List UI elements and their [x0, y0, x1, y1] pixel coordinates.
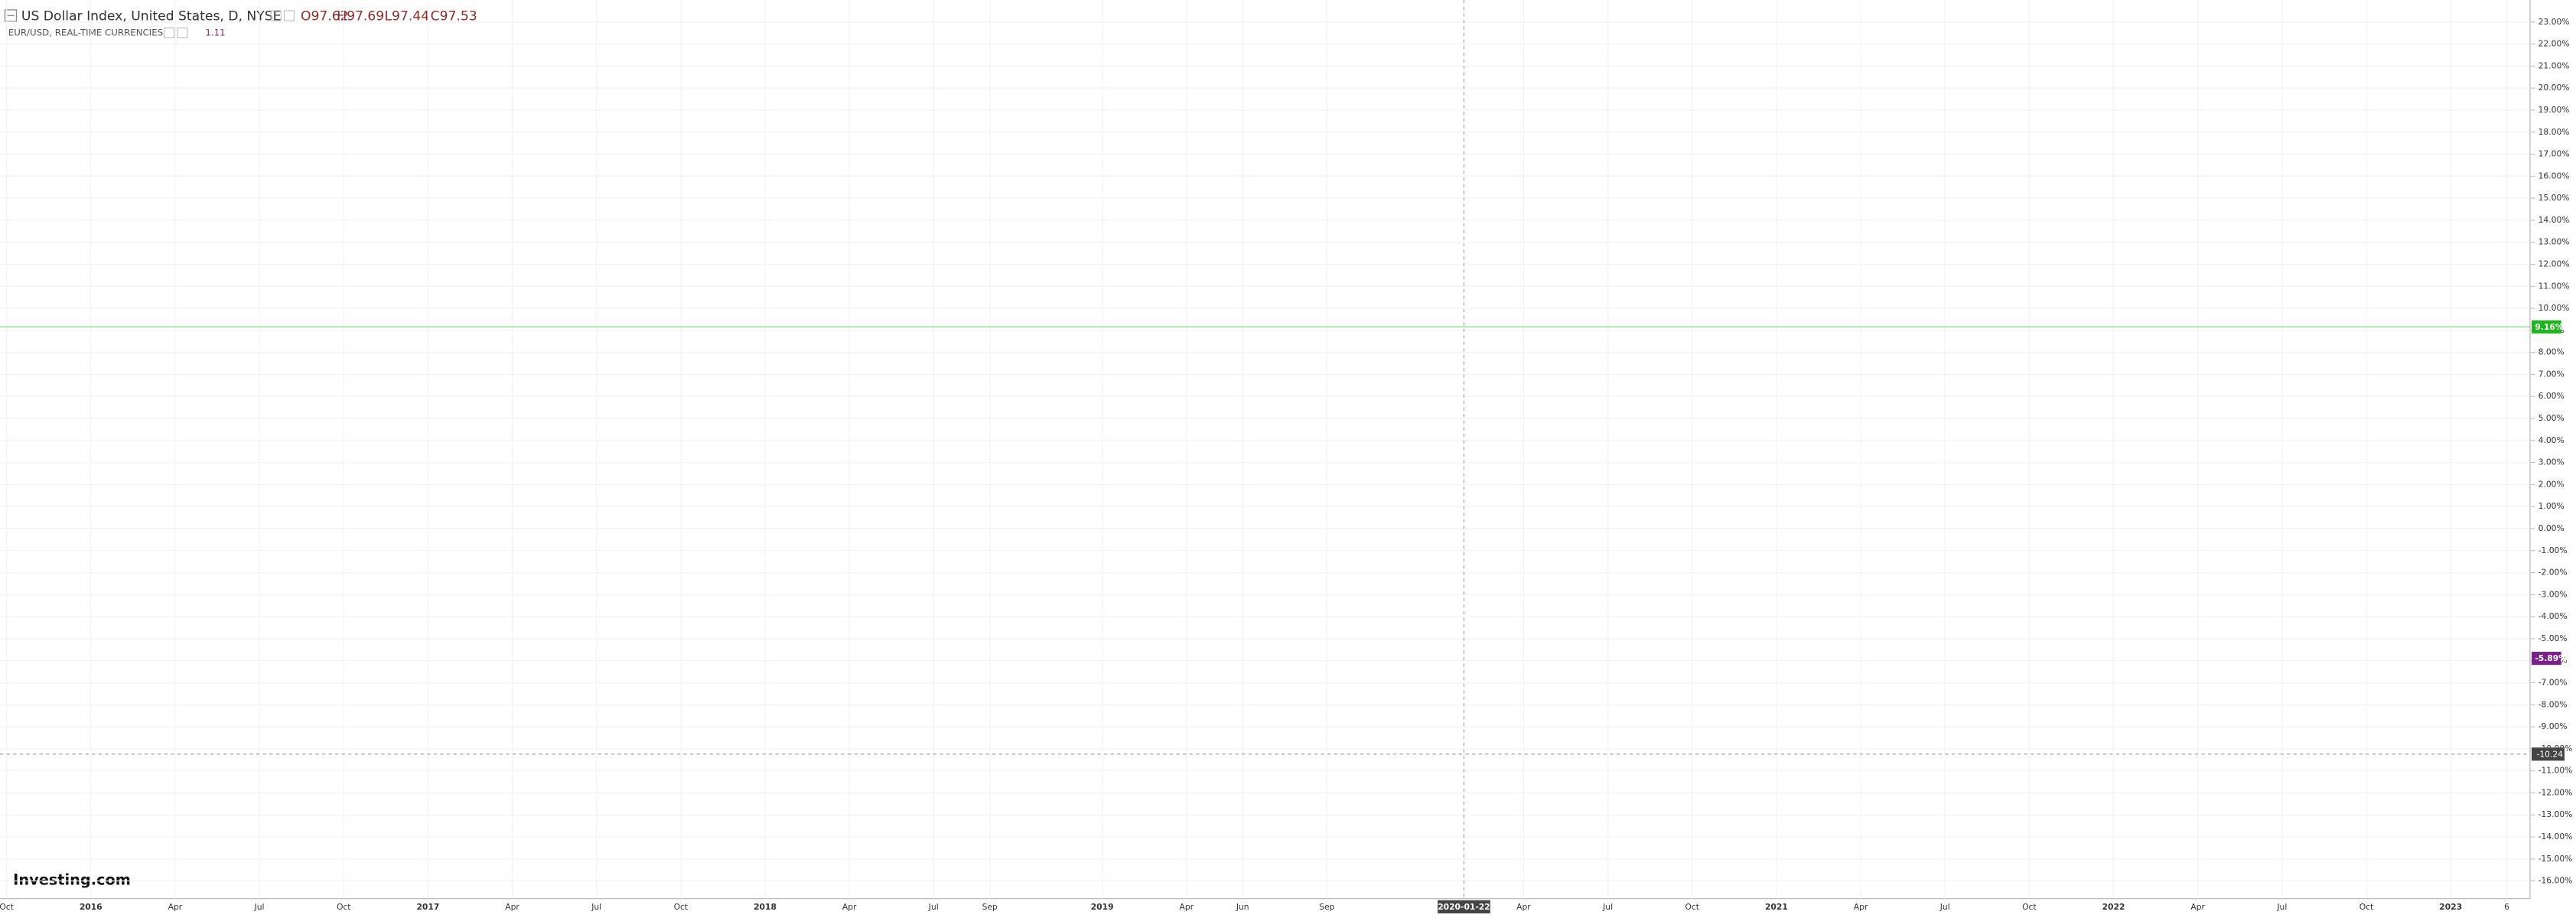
x-tick-label: Sep: [1319, 902, 1334, 912]
x-tick-label: Jun: [1236, 902, 1249, 912]
last-value-box: [2532, 320, 2561, 334]
x-tick-label: 2022: [2102, 902, 2125, 912]
y-tick-label: 16.00%: [2539, 171, 2570, 181]
y-tick-label: -5.00%: [2539, 633, 2568, 643]
y-tick-label: -2.00%: [2539, 568, 2568, 578]
close-icon[interactable]: [177, 28, 188, 38]
x-tick-label: Oct: [2359, 902, 2374, 912]
y-tick-label: 5.00%: [2539, 413, 2565, 423]
y-tick-label: -8.00%: [2539, 699, 2568, 709]
y-tick-label: 17.00%: [2539, 149, 2570, 159]
x-tick-label: 2017: [416, 902, 439, 912]
crosshair-date-label: 2020-01-22: [1438, 902, 1490, 912]
x-tick-label: Oct: [674, 902, 689, 912]
settings-icon[interactable]: [164, 28, 175, 38]
y-tick-label: -15.00%: [2539, 854, 2573, 864]
y-tick-label: -3.00%: [2539, 589, 2568, 599]
x-tick-label: Oct: [0, 902, 14, 912]
x-tick-label: Apr: [1516, 902, 1531, 912]
x-tick-label: Oct: [2022, 902, 2037, 912]
last-value-label: 9.16%: [2535, 322, 2563, 332]
x-tick-label: Apr: [1854, 902, 1868, 912]
y-tick-label: 7.00%: [2539, 369, 2565, 379]
y-tick-label: -9.00%: [2539, 721, 2568, 731]
x-tick-label: Sep: [982, 902, 998, 912]
subtitle: EUR/USD, REAL-TIME CURRENCIES: [8, 27, 164, 37]
x-tick-label: Jul: [1939, 902, 1950, 912]
x-tick-label: Apr: [842, 902, 857, 912]
logo: Investing.com: [13, 871, 131, 889]
crosshair-date-box: [1438, 900, 1490, 913]
grid: [0, 0, 2535, 899]
y-tick-label: 19.00%: [2539, 105, 2570, 115]
x-tick-label: Jul: [591, 902, 601, 912]
close-icon[interactable]: [283, 10, 295, 21]
x-tick-label: Oct: [1685, 902, 1699, 912]
y-tick-label: -14.00%: [2539, 832, 2573, 842]
y-tick-label: 1.00%: [2539, 501, 2565, 511]
y-tick-label: 0.00%: [2539, 523, 2565, 533]
y-tick-label: 14.00%: [2539, 215, 2570, 225]
y-tick-label: 12.00%: [2539, 259, 2570, 269]
chart-title: US Dollar Index, United States, D, NYSE: [21, 9, 282, 24]
x-tick-label: Jul: [928, 902, 939, 912]
subtitle-value: 1.11: [205, 27, 225, 37]
y-tick-label: -13.00%: [2539, 809, 2573, 819]
y-tick-label: 21.00%: [2539, 60, 2570, 70]
x-tick-label: Oct: [337, 902, 351, 912]
x-tick-label: Apr: [505, 902, 519, 912]
last-value-label: -5.89%: [2535, 653, 2567, 663]
labels: 23.00% 22.00% 21.00% 20.00% 19.00% 18.00% 17.0…: [0, 17, 2572, 913]
y-tick-label: 23.00%: [2539, 17, 2570, 27]
y-tick-label: -12.00%: [2539, 787, 2573, 797]
settings-icon[interactable]: [270, 10, 282, 21]
x-tick-label: Jul: [254, 902, 265, 912]
y-tick-label: 8.00%: [2539, 347, 2565, 357]
y-tick-label: 13.00%: [2539, 237, 2570, 247]
x-tick-label: 2019: [1091, 902, 1114, 912]
x-tick-label: Apr: [2190, 902, 2205, 912]
x-tick-label: 2023: [2439, 902, 2462, 912]
x-tick-label: 2018: [754, 902, 777, 912]
y-tick-label: 3.00%: [2539, 457, 2565, 467]
y-tick-label: 20.00%: [2539, 83, 2570, 93]
y-tick-label: 2.00%: [2539, 479, 2565, 489]
close-value: C97.53: [431, 9, 477, 24]
last-value-box: [2532, 651, 2561, 666]
collapse-icon[interactable]: [4, 9, 18, 22]
y-tick-label: -11.00%: [2539, 766, 2573, 776]
y-tick-label: -4.00%: [2539, 611, 2568, 621]
open-value: O97.62: [301, 9, 349, 24]
y-tick-label: 6.00%: [2539, 391, 2565, 401]
high-value: H97.69: [337, 9, 384, 24]
x-tick-label: 2016: [80, 902, 103, 912]
crosshair-value-box: [2532, 747, 2565, 761]
x-tick-label: Jul: [1602, 902, 1613, 912]
y-tick-label: 18.00%: [2539, 127, 2570, 137]
y-tick-label: 11.00%: [2539, 281, 2570, 291]
x-tick-label: Jul: [2276, 902, 2287, 912]
y-tick-label: -1.00%: [2539, 545, 2568, 555]
x-tick-label: 2021: [1765, 902, 1788, 912]
x-tick-label: 6: [2504, 902, 2509, 912]
y-tick-label: -16.00%: [2539, 876, 2573, 886]
y-tick-label: 15.00%: [2539, 193, 2570, 203]
x-tick-label: Apr: [168, 902, 183, 912]
crosshair-value-label: -10.24: [2536, 749, 2563, 759]
y-tick-label: 22.00%: [2539, 39, 2570, 49]
y-tick-label: -7.00%: [2539, 677, 2568, 687]
low-value: L97.44: [384, 9, 429, 24]
y-tick-label: 4.00%: [2539, 435, 2565, 445]
x-tick-label: Apr: [1180, 902, 1194, 912]
y-tick-label: 10.00%: [2539, 303, 2570, 313]
